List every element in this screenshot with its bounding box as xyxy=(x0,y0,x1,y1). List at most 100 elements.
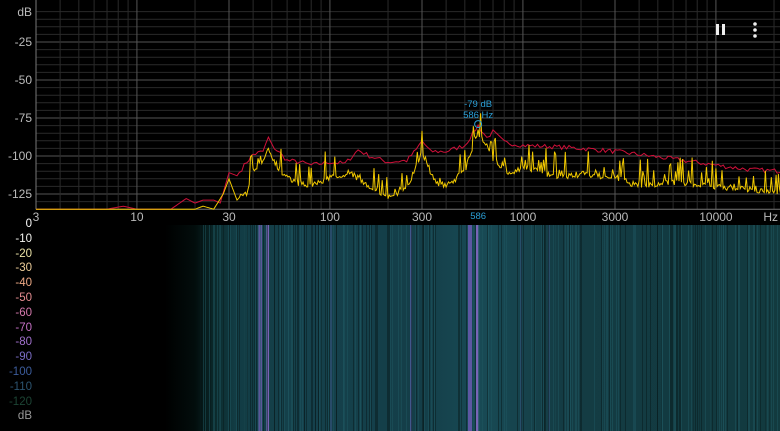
spectrogram-streak xyxy=(320,225,322,431)
spectrogram-streak xyxy=(672,225,674,431)
spectrogram-streak xyxy=(554,225,556,431)
spectrogram-streak xyxy=(406,225,408,431)
spectrogram-streak xyxy=(773,225,775,431)
spectrogram-streak xyxy=(353,225,355,431)
y-tick-label: -100 xyxy=(8,149,32,163)
spectrogram-streak xyxy=(310,225,312,431)
spectrogram-streak xyxy=(697,225,699,431)
x-tick-label: 3000 xyxy=(602,210,629,224)
spectrogram-streak xyxy=(287,225,289,431)
spectrogram-streak xyxy=(503,225,505,431)
spectrogram-streak xyxy=(218,225,220,431)
spectrogram-streak xyxy=(460,225,462,431)
spectrogram-streak xyxy=(570,225,572,431)
spectrogram-streak xyxy=(487,225,489,431)
spectrogram-streak xyxy=(577,225,579,431)
spectrogram-streak xyxy=(478,225,480,431)
spectrogram-streak xyxy=(222,225,224,431)
more-options-button[interactable] xyxy=(745,20,765,40)
spectrogram-streak xyxy=(593,225,595,431)
spectrogram-streak xyxy=(609,225,611,431)
spectrogram-streak xyxy=(368,225,370,431)
spectrogram-streak xyxy=(501,225,503,431)
spectrogram-streak xyxy=(418,225,420,431)
spectrogram-streak xyxy=(749,225,751,431)
spectrogram-streak xyxy=(367,225,369,431)
spectrogram-streak xyxy=(435,225,437,431)
spectrogram-streak xyxy=(564,225,566,431)
spectrogram-streak xyxy=(678,225,680,431)
spectrogram-streak xyxy=(722,225,724,431)
spectrogram-streak xyxy=(400,225,402,431)
spectrogram-streak xyxy=(236,225,238,431)
spectrogram-streak xyxy=(321,225,323,431)
spectrogram-streak xyxy=(472,225,474,431)
spectrogram-streak xyxy=(523,225,525,431)
spectrogram-streak xyxy=(370,225,372,431)
spectrogram-streak xyxy=(611,225,613,431)
spectrogram-band xyxy=(468,225,472,431)
spectrogram-streak xyxy=(759,225,761,431)
legend-label: -100 xyxy=(8,366,32,378)
spectrogram-streak xyxy=(601,225,603,431)
spectrogram-streak xyxy=(680,225,682,431)
spectrogram-streak xyxy=(531,225,533,431)
legend-label: -110 xyxy=(9,380,32,393)
spectrogram-streak xyxy=(335,225,337,431)
legend-label: dB xyxy=(17,410,32,423)
pause-button[interactable] xyxy=(711,20,731,40)
spectrogram-streak xyxy=(506,225,508,431)
spectrogram-streak xyxy=(305,225,307,431)
x-tick-label: 10 xyxy=(130,210,144,224)
spectrogram-streak xyxy=(427,225,429,431)
spectrogram-streak xyxy=(474,225,476,431)
x-tick-label: 100 xyxy=(320,210,340,224)
legend-label: -70 xyxy=(15,321,32,334)
spectrogram-streak xyxy=(388,225,390,431)
spectrogram-streak xyxy=(618,225,620,431)
spectrogram-streak xyxy=(490,225,492,431)
pause-icon xyxy=(716,24,725,35)
spectrogram-streak xyxy=(466,225,468,431)
spectrogram-streak xyxy=(716,225,718,431)
spectrogram-streak xyxy=(389,225,391,431)
spectrogram-streak xyxy=(359,225,361,431)
spectrogram-streak xyxy=(227,225,229,431)
legend-label: 0 xyxy=(25,218,32,230)
spectrogram-streak xyxy=(698,225,700,431)
y-tick-label: -50 xyxy=(15,73,33,87)
spectrogram-streak xyxy=(672,225,674,431)
spectrogram-streak xyxy=(243,225,245,431)
legend-label: -120 xyxy=(8,395,32,408)
spectrogram-streak xyxy=(542,225,544,431)
spectrogram-streak xyxy=(646,225,648,431)
spectrogram-streak xyxy=(302,225,304,431)
spectrogram-band xyxy=(330,225,332,431)
x-tick-label: 30 xyxy=(222,210,236,224)
spectrogram-streak xyxy=(748,225,750,431)
spectrogram-streak xyxy=(675,225,677,431)
spectrogram-streak xyxy=(219,225,221,431)
spectrogram-streak xyxy=(656,225,658,431)
spectrogram-streak xyxy=(687,225,689,431)
spectrogram-streak xyxy=(693,225,695,431)
spectrogram-streak xyxy=(421,225,423,431)
spectrogram-streak xyxy=(214,225,216,431)
spectrogram-streak xyxy=(295,225,297,431)
spectrogram-streak xyxy=(757,225,759,431)
spectrogram-streak xyxy=(291,225,293,431)
spectrogram-streak xyxy=(300,225,302,431)
y-tick-label: -125 xyxy=(8,187,32,201)
spectrogram-streak xyxy=(481,225,483,431)
peak-marker xyxy=(474,120,483,129)
spectrogram-streak xyxy=(662,225,664,431)
spectrogram-streak xyxy=(259,225,261,431)
spectrogram-streak xyxy=(239,225,241,431)
legend-label: -10 xyxy=(15,232,32,245)
spectrogram-streak xyxy=(361,225,363,431)
spectrogram-streak xyxy=(219,225,221,431)
spectrogram-streak xyxy=(253,225,255,431)
spectrogram-streak xyxy=(558,225,560,431)
x-tick-label: 300 xyxy=(412,210,432,224)
